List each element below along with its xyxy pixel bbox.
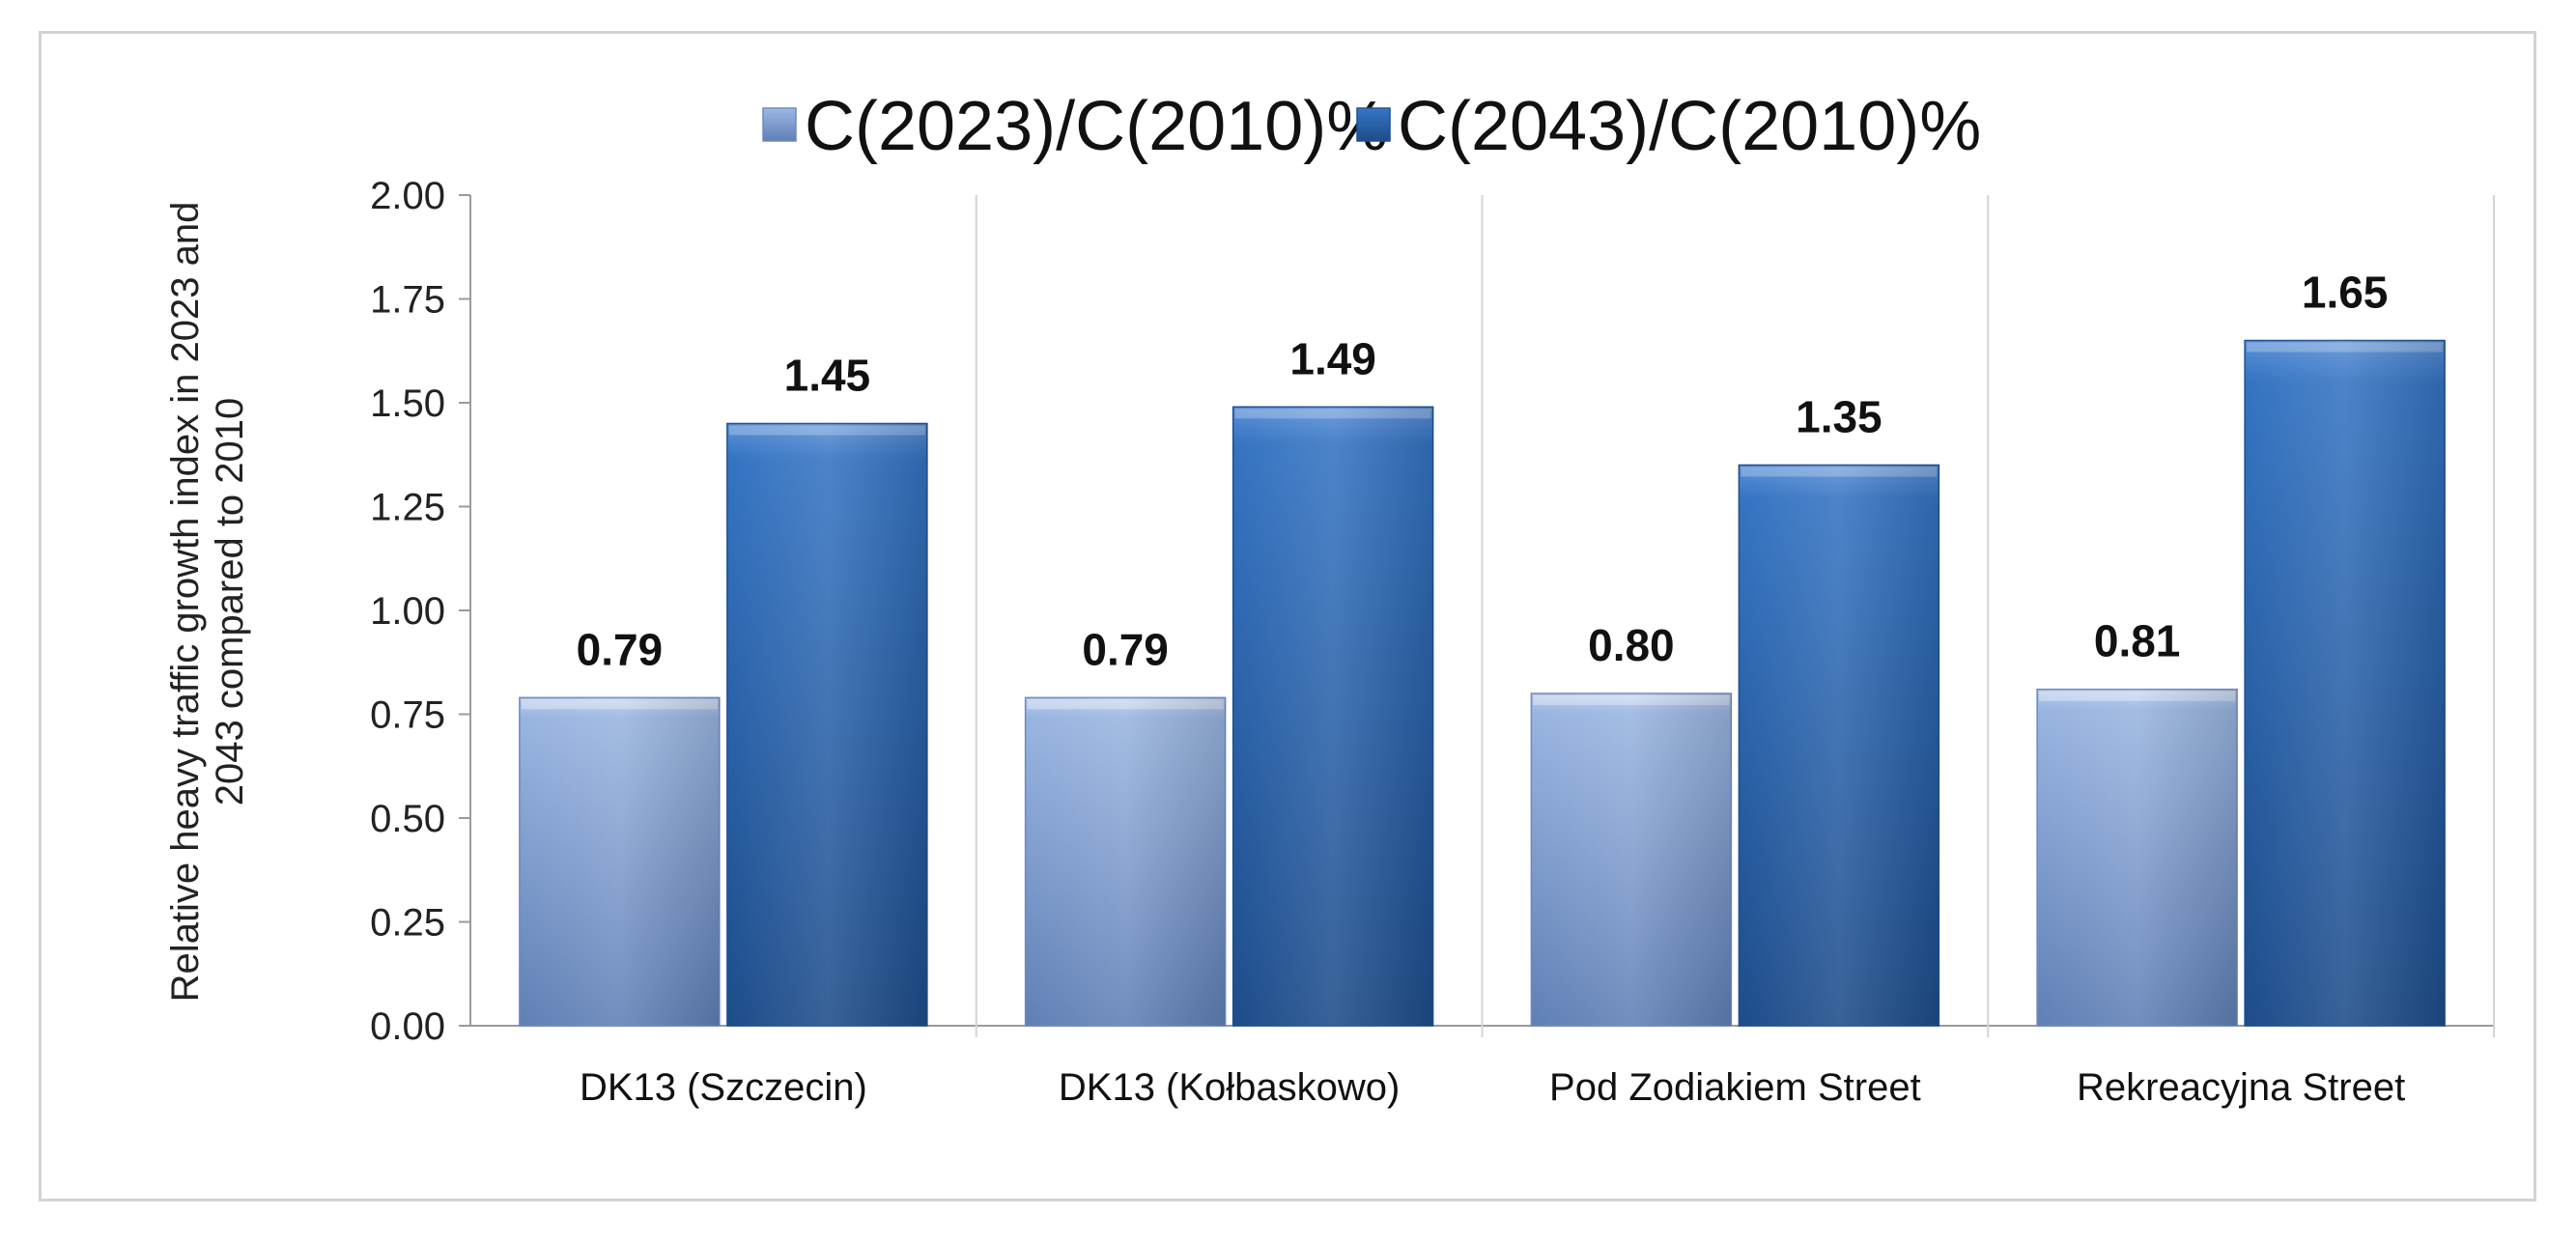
y-axis-title-line-1: Relative heavy traffic growth index in 2… [164, 202, 207, 1003]
legend-label: C(2023)/C(2010)% [805, 88, 1388, 165]
y-tick-label: 1.75 [370, 279, 445, 322]
category-label: Rekreacyjna Street [2077, 1066, 2405, 1109]
legend: C(2023)/C(2010)% C(2043)/C(2010)% [762, 88, 1981, 165]
data-label: 1.35 [1796, 392, 1882, 442]
bar-shading [1531, 693, 1732, 1026]
data-label: 0.81 [2094, 616, 2181, 666]
bar-shading [726, 423, 927, 1026]
y-tick-label: 0.25 [370, 902, 445, 945]
category-label: Pod Zodiakiem Street [1549, 1066, 1921, 1109]
category-label: DK13 (Kołbaskowo) [1059, 1066, 1401, 1109]
y-tick-label: 1.50 [370, 382, 445, 425]
data-label: 0.79 [577, 624, 664, 674]
bar-shading [1739, 465, 1939, 1026]
y-tick-label: 0.00 [370, 1005, 445, 1048]
bar-shading [519, 697, 720, 1026]
plot-area: 0.00 0.25 0.50 0.75 1.00 1.25 1.50 1.75 2.00 0.79… [370, 175, 2495, 1109]
y-tick-label: 0.50 [370, 798, 445, 840]
data-label: 1.65 [2302, 268, 2389, 318]
data-label: 0.80 [1588, 620, 1675, 670]
bar-shading [2245, 340, 2446, 1026]
data-label: 0.79 [1082, 624, 1169, 674]
data-label: 1.49 [1289, 333, 1376, 383]
y-tick-label: 2.00 [370, 175, 445, 217]
legend-swatch [1356, 107, 1391, 142]
bar-shading [1025, 697, 1226, 1026]
bar-shading [2037, 689, 2238, 1026]
y-tick-label: 1.00 [370, 590, 445, 633]
category-label: DK13 (Szczecin) [580, 1066, 867, 1109]
legend-swatch [762, 107, 797, 142]
bar-shading [1232, 407, 1433, 1026]
y-axis-title-line-2: 2043 compared to 2010 [209, 398, 251, 806]
data-label: 1.45 [784, 351, 871, 401]
y-tick-label: 1.25 [370, 487, 445, 529]
y-axis-title: Relative heavy traffic growth index in 2… [164, 202, 251, 1003]
y-tick-label: 0.75 [370, 694, 445, 737]
legend-label: C(2043)/C(2010)% [1398, 88, 1981, 165]
